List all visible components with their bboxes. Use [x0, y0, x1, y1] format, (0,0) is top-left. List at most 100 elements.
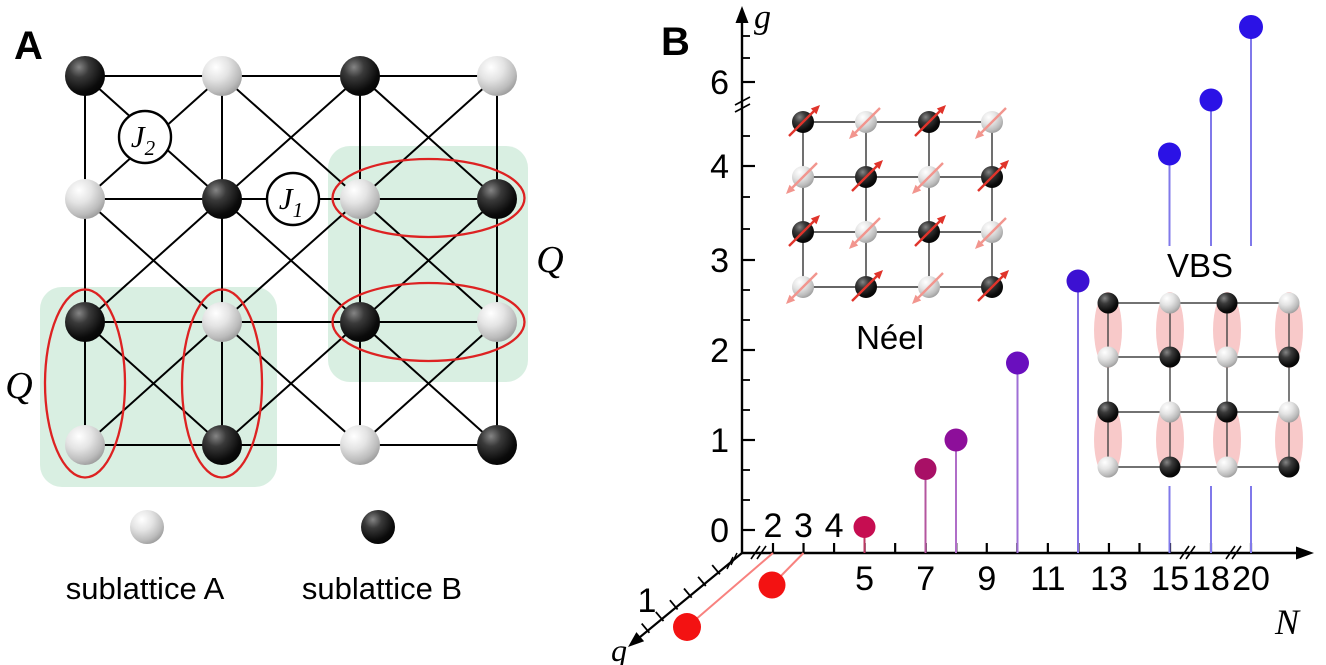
q-tick-label-1: 1 — [638, 582, 657, 620]
spin-up-arrowhead — [936, 215, 946, 225]
x-tick-label-7: 7 — [916, 560, 935, 598]
x-axis-break — [1185, 545, 1196, 560]
q-tick — [697, 576, 707, 587]
lattice-site — [340, 425, 380, 465]
neel-inset-label: Néel — [856, 319, 924, 356]
lattice-site — [477, 56, 517, 96]
q-bond-ellipse — [180, 288, 264, 479]
data-point-n3 — [758, 571, 786, 599]
x-axis-arrowhead — [1296, 546, 1314, 560]
spin-up-arrow — [851, 275, 878, 302]
y-tick-label-3: 3 — [710, 242, 729, 280]
data-point-n7 — [914, 458, 937, 480]
inset-site — [1278, 401, 1300, 423]
spin-up-arrow — [788, 110, 815, 137]
coupling-badge-j1 — [265, 171, 321, 227]
lattice-site — [340, 302, 380, 342]
spin-down-arrowhead — [912, 294, 922, 304]
spin-up-arrowhead — [936, 105, 946, 115]
lattice-site — [202, 179, 242, 219]
q-bond-ellipse — [43, 288, 127, 479]
lattice-site — [340, 56, 380, 96]
inset-site — [1159, 346, 1181, 368]
data-point-n12 — [1066, 269, 1090, 293]
q-axis-break — [730, 552, 738, 566]
spin-up-arrow — [977, 275, 1004, 302]
inset-site — [1159, 456, 1181, 478]
coupling-badge-j2 — [117, 109, 173, 165]
j2-bond-diagonal — [221, 321, 361, 446]
x-tick-label-9: 9 — [977, 560, 996, 598]
spin-up-arrow — [914, 110, 941, 137]
legend-sphere-b — [361, 510, 395, 544]
q-axis-break — [726, 556, 734, 570]
x-tick-label-3: 3 — [794, 507, 813, 545]
y-axis-arrowhead — [735, 6, 749, 23]
inset-site — [1159, 292, 1181, 314]
j2-bond-diagonal — [221, 198, 361, 323]
x-axis-title: N — [1274, 602, 1301, 642]
inset-site — [1278, 456, 1300, 478]
inset-site — [1216, 346, 1238, 368]
data-point-n15 — [1158, 142, 1181, 166]
q-axis-line — [633, 552, 743, 643]
q-tick — [641, 623, 651, 634]
y-tick-label-0: 0 — [710, 512, 729, 550]
data-point-n8 — [944, 428, 968, 452]
spin-up-arrow — [851, 165, 878, 192]
q-tick — [683, 587, 693, 599]
spin-down-arrow — [791, 162, 818, 189]
data-points — [673, 15, 1263, 641]
q-tick — [711, 564, 721, 575]
neel-inset — [786, 105, 1009, 304]
q-plaquette-label: Q — [5, 365, 32, 407]
lattice-site — [340, 179, 380, 219]
lattice-site — [477, 302, 517, 342]
legend-label: sublattice A — [66, 571, 225, 606]
spin-up-arrowhead — [999, 270, 1009, 280]
x-tick-label-13: 13 — [1090, 560, 1128, 598]
y-axis-title: g — [754, 0, 771, 36]
inset-site — [1097, 292, 1119, 314]
spin-up-arrowhead — [873, 270, 883, 280]
y-tick-label-1: 1 — [710, 422, 729, 460]
x-tick-label-5: 5 — [855, 560, 874, 598]
lattice-site — [65, 56, 105, 96]
inset-site — [1097, 401, 1119, 423]
inset-site — [1278, 292, 1300, 314]
q-axis-title: q — [611, 632, 627, 665]
y-tick-label-2: 2 — [710, 332, 729, 370]
lattice-site — [202, 302, 242, 342]
spin-up-arrow — [788, 220, 815, 247]
spin-down-arrow — [791, 272, 818, 299]
q-axis-arrowhead — [628, 632, 645, 647]
q-tick — [669, 599, 679, 610]
q-plaquette-label: Q — [536, 239, 563, 281]
x-axis-break — [1225, 545, 1236, 560]
lattice-site — [65, 425, 105, 465]
panel-b-label: B — [661, 20, 690, 64]
x-axis-break — [1179, 545, 1190, 560]
legend-sphere-a — [130, 510, 164, 544]
inset-site — [1216, 401, 1238, 423]
spin-down-arrow — [980, 217, 1007, 244]
lattice-site — [65, 302, 105, 342]
legend-label: sublattice B — [302, 571, 462, 606]
spin-down-arrow — [917, 272, 944, 299]
q-tick — [655, 611, 665, 622]
y-tick-label-4: 4 — [710, 148, 729, 186]
spin-down-arrow — [917, 162, 944, 189]
lattice-site — [477, 179, 517, 219]
spin-down-arrowhead — [975, 239, 985, 249]
spin-down-arrowhead — [786, 294, 796, 304]
spin-down-arrowhead — [849, 239, 859, 249]
spin-up-arrowhead — [810, 215, 820, 225]
x-tick-label-15: 15 — [1151, 560, 1189, 598]
spin-up-arrow — [977, 165, 1004, 192]
vbs-inset: VBS — [1085, 246, 1316, 486]
